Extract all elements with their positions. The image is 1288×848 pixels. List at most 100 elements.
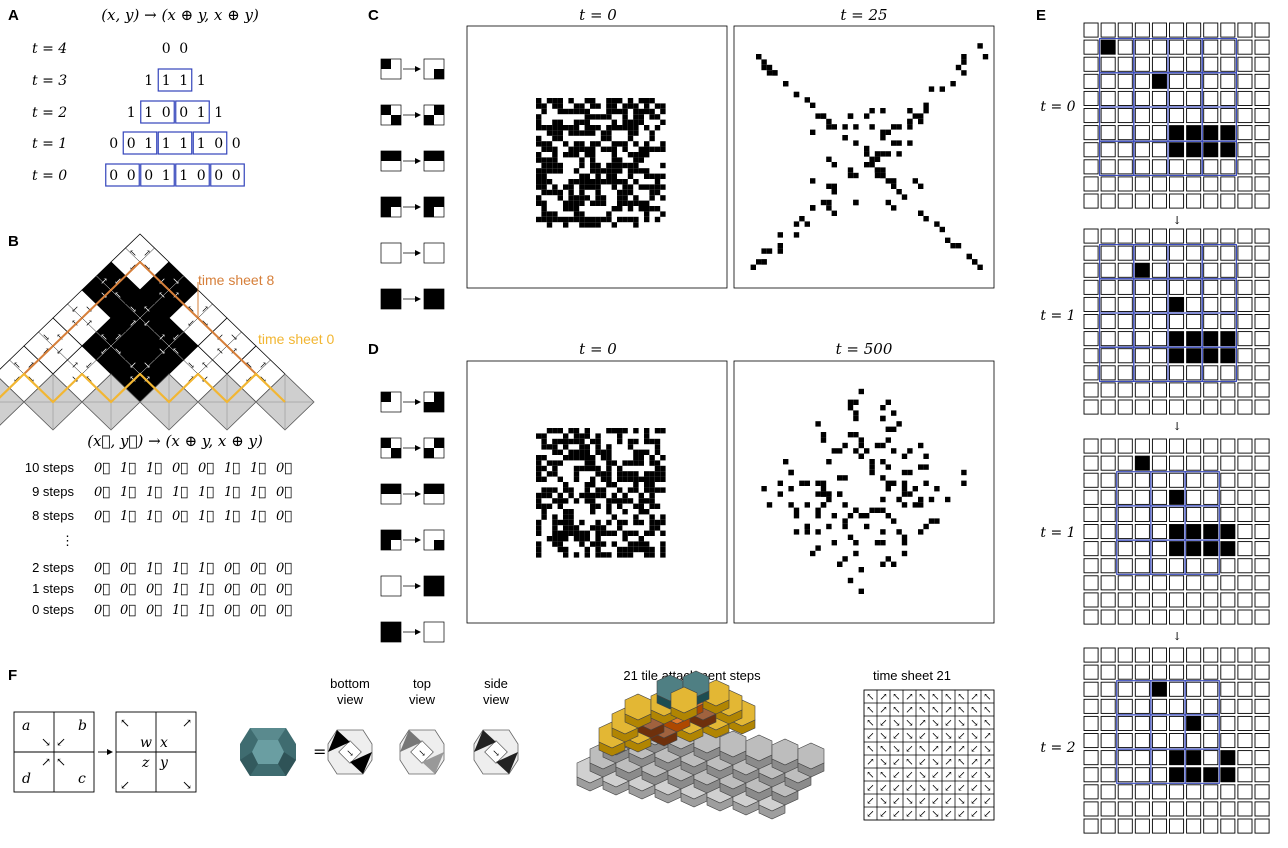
arrow-bit: 0⃗ xyxy=(146,603,162,618)
cell xyxy=(633,546,639,553)
cell xyxy=(644,108,650,115)
cell xyxy=(831,183,837,189)
grid-cell xyxy=(1134,262,1150,278)
cell xyxy=(896,140,902,146)
grid-cell xyxy=(1083,575,1099,591)
cell xyxy=(573,125,580,131)
cell xyxy=(847,534,854,540)
cell xyxy=(579,444,585,450)
cell xyxy=(649,460,655,466)
grid-cell xyxy=(1100,438,1116,454)
cell xyxy=(842,556,848,562)
cell xyxy=(546,536,553,542)
cell xyxy=(918,496,924,503)
grid-cell xyxy=(1117,818,1133,834)
cell xyxy=(977,264,983,270)
cell xyxy=(810,102,816,108)
grid-cell xyxy=(1220,784,1236,800)
grid-cell xyxy=(1151,489,1167,505)
cell xyxy=(896,151,902,157)
cell xyxy=(649,471,655,477)
grid-cell xyxy=(1254,767,1270,783)
cell xyxy=(622,114,628,120)
arrow-icon: ↗ xyxy=(957,744,965,755)
arrow-icon: ↘ xyxy=(983,783,991,794)
grid-cell xyxy=(1151,767,1167,783)
arrow-icon: ↘ xyxy=(172,277,180,287)
grid-cell xyxy=(1254,331,1270,347)
cell xyxy=(627,546,634,553)
arrow-icon: ↗ xyxy=(100,277,108,287)
cell xyxy=(617,108,623,115)
cell xyxy=(627,125,634,131)
cell xyxy=(557,546,563,553)
grid-cell xyxy=(1117,56,1133,72)
arrow-bit: 0⃖ xyxy=(94,485,110,500)
cell xyxy=(606,482,612,488)
cell xyxy=(584,492,590,499)
cell xyxy=(579,119,585,125)
cell xyxy=(595,541,601,547)
cell xyxy=(901,453,908,459)
cell xyxy=(660,487,666,493)
grid-cell xyxy=(1083,558,1099,574)
cell xyxy=(885,480,891,486)
cell xyxy=(901,491,908,497)
grid-cell xyxy=(1117,715,1133,731)
grid-cell xyxy=(1186,575,1202,591)
grid-cell xyxy=(1220,399,1236,415)
cell xyxy=(611,530,617,536)
cell xyxy=(820,437,827,443)
grid-cell xyxy=(1186,784,1202,800)
grid-cell xyxy=(1186,108,1202,124)
cell xyxy=(891,480,897,486)
cell xyxy=(912,486,918,492)
grid-cell xyxy=(1254,472,1270,488)
cell xyxy=(611,173,617,179)
grid-cell xyxy=(1100,331,1116,347)
cell xyxy=(627,189,634,196)
grid-cell xyxy=(1220,279,1236,295)
grid-cell xyxy=(1083,176,1099,192)
cell xyxy=(563,125,569,131)
arrow-bit: 0⃖ xyxy=(172,461,188,476)
grid-cell xyxy=(1083,818,1099,834)
cell xyxy=(880,459,886,465)
arrow-icon: ↖ xyxy=(143,305,151,315)
cell xyxy=(541,179,547,185)
arrow-icon: ↖ xyxy=(918,744,926,755)
grid-cell xyxy=(1186,647,1202,663)
cell xyxy=(557,498,563,504)
grid-cell xyxy=(1186,767,1202,783)
cell xyxy=(826,496,832,503)
panel-a-row-label: t = 1 xyxy=(32,136,67,152)
cell xyxy=(858,388,864,395)
grid-cell xyxy=(1220,438,1236,454)
bit-value: 1 xyxy=(214,105,223,121)
time-sheet-8-label: time sheet 8 xyxy=(198,272,274,288)
grid-cell xyxy=(1203,472,1219,488)
grid-cell xyxy=(1254,176,1270,192)
cell xyxy=(654,184,661,190)
arrow-se-icon: ↘ xyxy=(41,735,51,749)
grid-cell xyxy=(1117,108,1133,124)
grid-cell xyxy=(1117,176,1133,192)
cell xyxy=(766,502,773,508)
cell xyxy=(590,482,596,488)
grid-cell xyxy=(1083,506,1099,522)
grid-cell xyxy=(1134,90,1150,106)
grid-cell xyxy=(1134,331,1150,347)
arrow-icon: ↖ xyxy=(918,692,926,703)
grid-cell xyxy=(1117,767,1133,783)
cell xyxy=(611,152,617,158)
arrow-icon: ↘ xyxy=(970,718,978,729)
cell xyxy=(880,129,886,135)
cell xyxy=(837,491,843,497)
cell xyxy=(815,113,821,119)
cell xyxy=(595,216,601,223)
cell xyxy=(573,498,580,504)
cell xyxy=(606,471,612,477)
grid-cell xyxy=(1151,314,1167,330)
cell xyxy=(606,428,612,434)
grid-cell xyxy=(1100,592,1116,608)
